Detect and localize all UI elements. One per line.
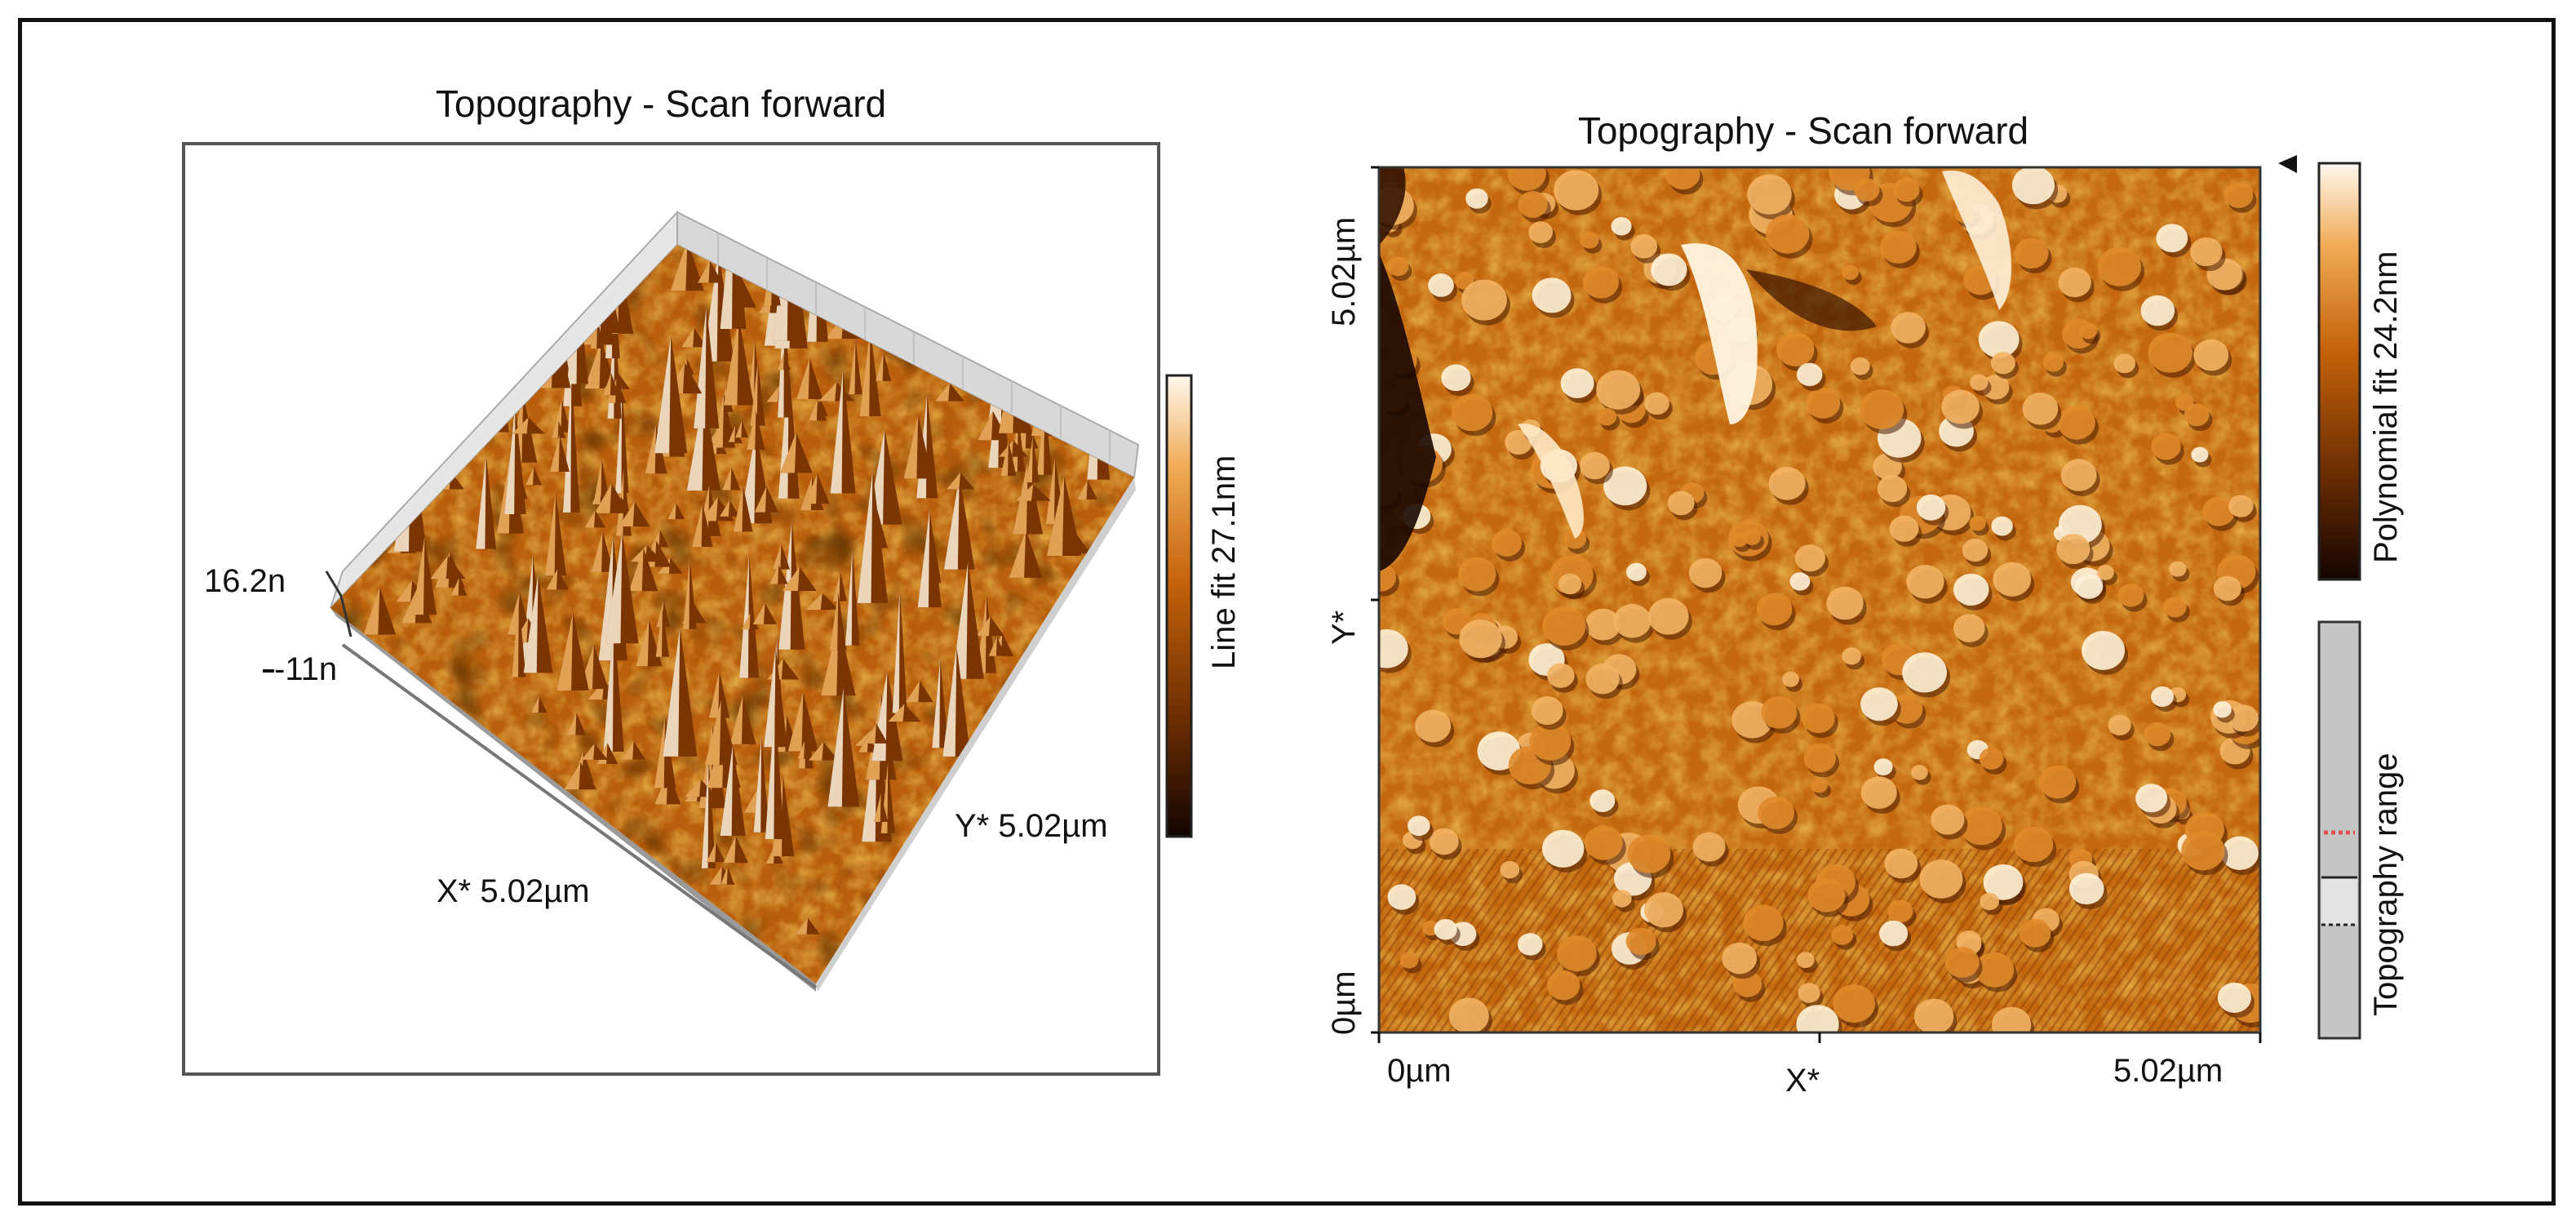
left-panel-title: Topography - Scan forward	[435, 82, 887, 125]
x-axis-label: X*	[1785, 1063, 1820, 1099]
right-colorbar-label: Polynomial fit 24.2nm	[2368, 251, 2404, 563]
surface-base	[330, 477, 1136, 992]
x-axis-label-3d: X* 5.02µm	[437, 873, 590, 909]
topography-range-bar	[2317, 620, 2361, 1040]
scale-pointer-icon	[2278, 155, 2297, 173]
z-max-label: 16.2n	[204, 563, 286, 599]
left-colorbar	[1165, 374, 1193, 838]
y-top-tick-label: 5.02µm	[1326, 216, 1362, 326]
surface-grid-walls	[330, 210, 1140, 609]
z-axis-line	[325, 571, 352, 637]
z-min-label: -11n	[274, 651, 338, 687]
y-bottom-tick-label: 0µm	[1326, 970, 1362, 1035]
range-bar-label: Topography range	[2368, 753, 2404, 1016]
right-colorbar	[2317, 162, 2361, 581]
x-right-tick-label: 5.02µm	[2113, 1053, 2224, 1089]
map-axis-ticks	[1371, 166, 2262, 1043]
x-left-tick-label: 0µm	[1387, 1053, 1452, 1089]
right-panel-title: Topography - Scan forward	[1577, 109, 2029, 152]
topography-map	[1379, 167, 2260, 1032]
left-colorbar-label: Line fit 27.1nm	[1206, 455, 1242, 669]
y-axis-label: Y*	[1326, 610, 1362, 645]
y-axis-label-3d: Y* 5.02µm	[955, 808, 1108, 844]
